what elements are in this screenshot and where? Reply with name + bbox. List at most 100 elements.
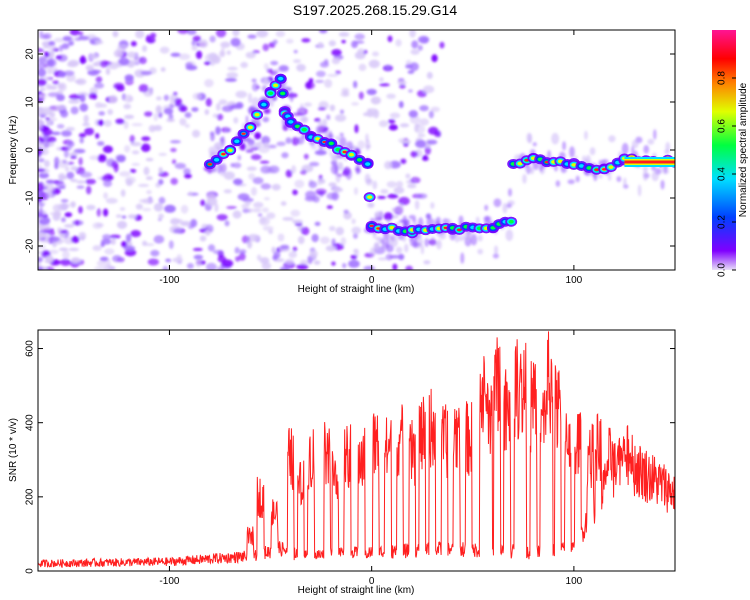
ridge-core bbox=[508, 219, 514, 224]
noise-blob bbox=[285, 258, 295, 265]
haze-blob bbox=[331, 153, 338, 165]
noise-blob bbox=[38, 78, 47, 86]
noise-blob bbox=[409, 30, 416, 38]
noise-blob bbox=[38, 192, 43, 199]
y-tick-label: 10 bbox=[25, 96, 36, 108]
noise-blob bbox=[38, 125, 43, 130]
noise-blob bbox=[44, 51, 50, 58]
noise-blob bbox=[366, 88, 377, 96]
noise-blob bbox=[190, 219, 198, 228]
noise-blob bbox=[261, 135, 271, 145]
noise-blob bbox=[263, 79, 271, 85]
noise-blob bbox=[331, 261, 336, 266]
noise-blob bbox=[99, 256, 109, 262]
noise-blob bbox=[296, 264, 309, 270]
noise-blob bbox=[60, 109, 69, 118]
haze-blob bbox=[458, 235, 465, 242]
noise-blob bbox=[141, 45, 148, 52]
ridge-core bbox=[278, 76, 284, 81]
noise-blob bbox=[103, 179, 113, 188]
noise-blob bbox=[97, 155, 107, 163]
noise-blob bbox=[91, 53, 98, 60]
noise-blob bbox=[282, 216, 294, 221]
noise-blob bbox=[130, 141, 142, 147]
ridge-core bbox=[273, 83, 279, 88]
noise-blob bbox=[206, 197, 218, 206]
noise-blob bbox=[335, 226, 345, 236]
noise-blob bbox=[426, 71, 433, 80]
noise-blob bbox=[247, 240, 253, 249]
noise-blob bbox=[62, 159, 67, 164]
noise-blob bbox=[46, 58, 57, 68]
noise-blob bbox=[407, 183, 417, 189]
noise-blob bbox=[232, 178, 243, 186]
noise-blob bbox=[232, 30, 240, 37]
noise-blob bbox=[53, 37, 66, 43]
noise-blob bbox=[319, 236, 330, 245]
haze-blob bbox=[460, 252, 465, 264]
noise-blob bbox=[70, 155, 77, 159]
noise-blob bbox=[117, 44, 128, 49]
noise-blob bbox=[124, 74, 134, 81]
haze-blob bbox=[477, 234, 483, 242]
noise-blob bbox=[89, 155, 100, 161]
haze-blob bbox=[598, 174, 603, 179]
noise-blob bbox=[315, 188, 327, 195]
noise-blob bbox=[252, 50, 260, 54]
noise-blob bbox=[278, 65, 289, 72]
x-tick-label: 100 bbox=[566, 275, 583, 286]
noise-blob bbox=[145, 157, 154, 162]
haze-blob bbox=[237, 155, 242, 161]
noise-blob bbox=[260, 183, 272, 190]
noise-blob bbox=[43, 141, 50, 149]
noise-blob bbox=[118, 57, 130, 66]
noise-blob bbox=[233, 117, 239, 124]
haze-blob bbox=[651, 171, 659, 182]
noise-blob bbox=[405, 64, 414, 69]
haze-blob bbox=[269, 98, 275, 108]
noise-blob bbox=[195, 50, 203, 60]
haze-blob bbox=[251, 97, 260, 107]
noise-blob bbox=[70, 178, 78, 183]
noise-blob bbox=[78, 132, 86, 138]
ridge-core bbox=[254, 112, 260, 117]
noise-blob bbox=[293, 49, 298, 54]
noise-blob bbox=[63, 224, 75, 228]
noise-blob bbox=[66, 171, 75, 180]
noise-blob bbox=[102, 145, 113, 154]
noise-blob bbox=[56, 94, 65, 102]
y-tick-label: 200 bbox=[25, 488, 36, 505]
haze-blob bbox=[414, 200, 420, 210]
noise-blob bbox=[94, 82, 105, 89]
noise-blob bbox=[241, 235, 250, 244]
snr-frame bbox=[37, 329, 676, 572]
noise-blob bbox=[328, 182, 337, 187]
snr-y-ticks: 0 200 400 600 bbox=[25, 340, 675, 574]
noise-blob bbox=[123, 245, 136, 251]
noise-blob bbox=[351, 102, 360, 106]
ridge-core bbox=[315, 137, 321, 141]
noise-blob bbox=[204, 78, 214, 88]
haze-blob bbox=[246, 143, 255, 152]
noise-blob bbox=[226, 50, 231, 55]
noise-blob bbox=[158, 196, 166, 204]
noise-blob bbox=[326, 73, 339, 77]
noise-blob bbox=[185, 65, 198, 71]
haze-blob bbox=[567, 179, 575, 185]
noise-blob bbox=[263, 63, 269, 70]
y-tick-label: 400 bbox=[25, 414, 36, 431]
noise-blob bbox=[78, 231, 87, 241]
noise-blob bbox=[209, 35, 216, 43]
noise-blob bbox=[110, 238, 116, 245]
noise-blob bbox=[279, 266, 290, 270]
snr-panel: -100 0 100 0 200 400 600 Height of straight l… bbox=[8, 329, 676, 596]
spectrogram-y-ticks: -20 -10 0 10 20 bbox=[25, 48, 675, 253]
noise-blob bbox=[392, 263, 398, 270]
noise-blob bbox=[303, 102, 313, 107]
noise-blob bbox=[57, 83, 65, 90]
noise-blob bbox=[358, 63, 367, 72]
noise-blob bbox=[144, 111, 153, 117]
snr-y-label: SNR (10 * v/v) bbox=[8, 418, 19, 482]
noise-blob bbox=[405, 173, 411, 179]
noise-blob bbox=[96, 208, 101, 217]
